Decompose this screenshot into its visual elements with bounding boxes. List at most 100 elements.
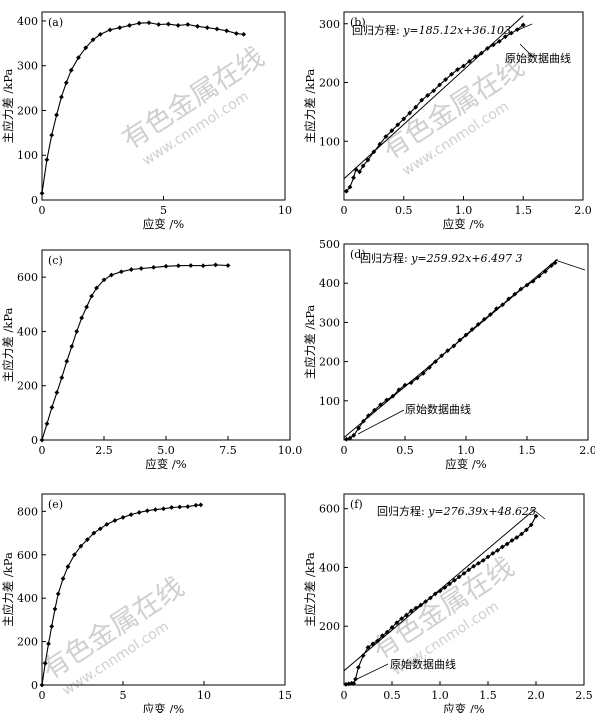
panel-b: 0 0.5 1.0 1.5 2.0 100 200 300 应变 /% 主应力差 /kPa (b)回… xyxy=(303,11,592,231)
data-point xyxy=(353,676,358,682)
x-tick-label: 5.0 xyxy=(157,444,175,457)
data-point xyxy=(138,266,144,271)
y-tick-label: 100 xyxy=(319,135,340,148)
data-point xyxy=(39,437,45,443)
x-tick-label: 2.5 xyxy=(95,444,113,457)
raw-data-label: 原始数据曲线 xyxy=(390,657,456,671)
data-point xyxy=(524,282,530,288)
x-tick-label: 10.0 xyxy=(278,444,303,457)
data-point xyxy=(500,302,505,308)
y-tick-label: 100 xyxy=(319,395,340,408)
regression-equation-formula: y=276.39x+48.625 xyxy=(427,505,536,518)
y-tick-label: 800 xyxy=(17,505,38,518)
data-point xyxy=(234,31,239,36)
data-point xyxy=(442,585,448,590)
data-point xyxy=(153,507,158,513)
data-point xyxy=(500,544,505,550)
data-point xyxy=(347,184,353,190)
x-tick-label: 5 xyxy=(160,204,167,217)
y-tick-label: 400 xyxy=(17,592,38,605)
y-tick-label: 0 xyxy=(31,194,38,207)
data-point xyxy=(55,591,61,597)
data-point xyxy=(445,348,451,354)
data-point xyxy=(356,664,361,670)
data-point xyxy=(427,365,432,370)
data-point xyxy=(502,34,508,40)
x-axis-label: 应变 /% xyxy=(145,457,187,471)
data-point xyxy=(431,88,437,94)
data-point xyxy=(389,625,395,630)
data-point xyxy=(49,623,55,629)
data-point xyxy=(94,285,99,291)
data-point xyxy=(78,543,84,549)
y-axis-label: 主应力差 /kPa xyxy=(1,69,15,144)
data-point xyxy=(151,264,156,270)
data-point xyxy=(136,510,142,515)
panel-label: (d) xyxy=(350,248,366,261)
data-point xyxy=(451,343,457,349)
data-point xyxy=(161,506,166,512)
regression-equation: 回归方程: y=276.39x+48.625 xyxy=(377,504,536,518)
data-point xyxy=(490,550,496,556)
data-point xyxy=(365,644,371,650)
data-point xyxy=(423,599,428,604)
data-point xyxy=(495,548,500,553)
data-point xyxy=(344,436,349,442)
data-point xyxy=(42,660,48,666)
data-point xyxy=(107,27,113,33)
panel-c: 0 2.5 5.0 7.5 10.0 0 200 400 600 应变 /% 主应力差 /kPa (c… xyxy=(1,249,303,471)
y-tick-label: 400 xyxy=(17,15,38,28)
data-point xyxy=(528,522,534,528)
data-point xyxy=(351,175,356,181)
data-point xyxy=(419,97,425,103)
data-point xyxy=(418,602,424,608)
data-point xyxy=(68,67,74,73)
panel-f: 0 0.5 1.0 1.5 2.0 2.5 200 400 600 应变 /% 主应力差 /kPa (… xyxy=(303,493,593,713)
data-point xyxy=(165,21,171,27)
data-point xyxy=(389,128,395,134)
x-tick-label: 2.0 xyxy=(579,444,595,457)
data-point xyxy=(456,574,462,580)
data-curve xyxy=(41,264,229,441)
data-point xyxy=(225,263,231,268)
plot-frame xyxy=(41,249,291,441)
data-point xyxy=(200,263,206,269)
data-point xyxy=(351,432,357,438)
data-point xyxy=(120,515,126,520)
x-tick-label: 10 xyxy=(278,204,292,217)
data-point xyxy=(198,502,204,508)
watermark-top-right: 有色金属在线 www.cnnmol.com xyxy=(377,52,530,179)
data-point xyxy=(461,570,467,576)
data-point xyxy=(60,576,66,582)
regression-equation-prefix: 回归方程: xyxy=(352,23,403,37)
data-point xyxy=(378,402,383,408)
equation-leader-line xyxy=(534,510,546,520)
y-tick-label: 200 xyxy=(17,636,38,649)
data-point xyxy=(79,315,85,321)
y-axis-label: 主应力差 /kPa xyxy=(303,69,317,144)
data-point xyxy=(439,353,444,359)
data-point xyxy=(39,190,45,196)
data-point xyxy=(488,312,493,317)
equation-leader-line xyxy=(517,23,533,31)
x-tick-label: 7.5 xyxy=(219,444,237,457)
data-point xyxy=(490,42,496,48)
x-axis-label: 应变 /% xyxy=(143,217,185,231)
data-point xyxy=(485,554,491,560)
data-point xyxy=(163,263,169,269)
y-tick-label: 500 xyxy=(319,238,340,251)
x-tick-label: 1.0 xyxy=(457,444,475,457)
data-point xyxy=(185,22,191,27)
data-point xyxy=(504,541,510,547)
data-point xyxy=(366,413,371,419)
data-point xyxy=(360,163,366,169)
data-point xyxy=(76,55,81,61)
data-point xyxy=(63,80,69,86)
data-point xyxy=(65,564,71,570)
data-point xyxy=(90,37,96,43)
data-point xyxy=(101,277,107,283)
data-point xyxy=(52,606,58,612)
data-point xyxy=(54,112,59,118)
y-tick-label: 200 xyxy=(319,620,340,633)
